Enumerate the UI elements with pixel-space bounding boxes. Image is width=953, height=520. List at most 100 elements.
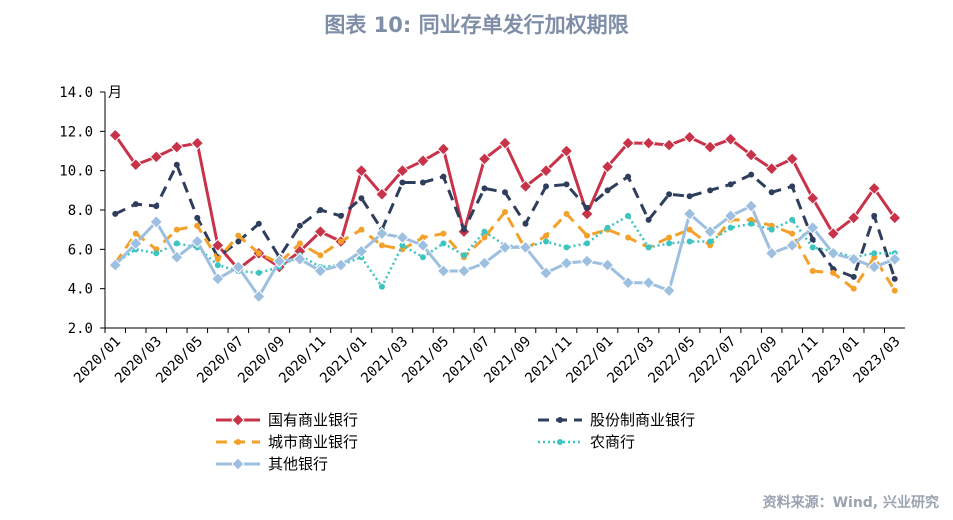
data-point bbox=[686, 226, 693, 233]
data-point bbox=[584, 232, 591, 239]
data-point bbox=[621, 276, 635, 290]
data-point bbox=[686, 238, 693, 245]
legend-swatch-marker bbox=[235, 439, 241, 445]
data-point bbox=[354, 244, 369, 259]
data-point bbox=[296, 222, 303, 229]
data-point bbox=[255, 250, 262, 257]
data-point bbox=[358, 226, 365, 233]
data-point bbox=[173, 226, 180, 233]
y-tick-label: 6.0 bbox=[68, 242, 93, 258]
data-point bbox=[419, 234, 426, 241]
data-point bbox=[826, 226, 840, 241]
data-point bbox=[563, 181, 570, 188]
data-point bbox=[440, 230, 447, 237]
data-point bbox=[641, 136, 656, 150]
data-point bbox=[785, 152, 799, 166]
legend-item: 城市商业银行 bbox=[216, 433, 358, 451]
data-point bbox=[436, 264, 451, 278]
data-point bbox=[440, 173, 447, 180]
data-point bbox=[317, 252, 324, 259]
data-point bbox=[378, 242, 385, 249]
data-point bbox=[477, 256, 492, 270]
data-point bbox=[764, 246, 779, 260]
data-point bbox=[255, 220, 262, 227]
data-point bbox=[190, 234, 205, 249]
data-point bbox=[543, 183, 550, 190]
data-point bbox=[375, 226, 389, 241]
data-point bbox=[108, 128, 122, 142]
series-line bbox=[114, 210, 897, 292]
data-point bbox=[436, 142, 451, 156]
data-point bbox=[173, 240, 180, 247]
data-point bbox=[149, 215, 163, 229]
data-point bbox=[481, 228, 488, 235]
data-point bbox=[502, 208, 508, 215]
legend-item: 股份制商业银行 bbox=[538, 411, 695, 429]
data-point bbox=[625, 212, 632, 219]
data-point bbox=[214, 256, 221, 263]
data-point bbox=[867, 260, 881, 274]
data-point bbox=[194, 214, 201, 221]
data-point bbox=[132, 230, 139, 237]
data-point bbox=[789, 183, 796, 190]
data-point bbox=[805, 220, 820, 235]
source-note: 资料来源：Wind, 兴业研究 bbox=[762, 495, 939, 511]
data-point bbox=[112, 210, 119, 217]
data-point bbox=[727, 181, 734, 188]
data-point bbox=[891, 275, 898, 282]
data-point bbox=[153, 203, 160, 210]
chart-title: 图表 10: 同业存单发行加权期限 bbox=[324, 13, 629, 37]
data-point bbox=[703, 140, 717, 154]
data-point bbox=[600, 258, 615, 272]
legend-label: 国有商业银行 bbox=[268, 411, 358, 429]
data-point bbox=[662, 138, 676, 152]
series-2 bbox=[112, 161, 898, 282]
y-tick-label: 8.0 bbox=[68, 203, 93, 219]
data-point bbox=[604, 187, 611, 194]
legend-label: 城市商业银行 bbox=[268, 433, 358, 451]
y-tick-label: 4.0 bbox=[68, 282, 93, 298]
data-point bbox=[625, 173, 632, 180]
data-point bbox=[826, 246, 840, 260]
data-point bbox=[723, 209, 738, 223]
data-point bbox=[129, 236, 143, 251]
data-point bbox=[682, 130, 697, 144]
data-point bbox=[354, 163, 369, 178]
data-point bbox=[847, 252, 861, 266]
data-point bbox=[477, 152, 492, 166]
data-point bbox=[293, 252, 307, 266]
data-point bbox=[805, 191, 820, 205]
data-point bbox=[768, 226, 775, 233]
data-point bbox=[518, 240, 533, 255]
data-point bbox=[334, 258, 348, 272]
data-point bbox=[337, 238, 344, 245]
data-point bbox=[108, 258, 122, 272]
y-unit-label: 月 bbox=[108, 85, 122, 101]
data-point bbox=[132, 201, 139, 208]
data-point bbox=[153, 250, 160, 257]
data-point bbox=[666, 234, 673, 241]
data-point bbox=[785, 238, 799, 253]
data-point bbox=[888, 211, 902, 225]
legend-item: 国有商业银行 bbox=[216, 411, 358, 429]
data-point bbox=[194, 222, 201, 229]
data-point bbox=[481, 234, 488, 241]
data-point bbox=[173, 161, 180, 168]
data-point bbox=[789, 230, 796, 237]
data-point bbox=[584, 205, 591, 212]
data-point bbox=[313, 264, 328, 278]
data-point bbox=[296, 240, 303, 247]
data-point bbox=[563, 210, 570, 217]
series-5 bbox=[108, 199, 902, 304]
data-point bbox=[231, 260, 246, 274]
data-point bbox=[460, 226, 467, 233]
data-point bbox=[891, 287, 898, 294]
data-point bbox=[662, 283, 676, 298]
y-tick-label: 2.0 bbox=[68, 321, 93, 337]
chart-series bbox=[108, 128, 902, 304]
data-point bbox=[748, 171, 755, 178]
data-point bbox=[723, 132, 738, 146]
data-point bbox=[686, 193, 693, 200]
